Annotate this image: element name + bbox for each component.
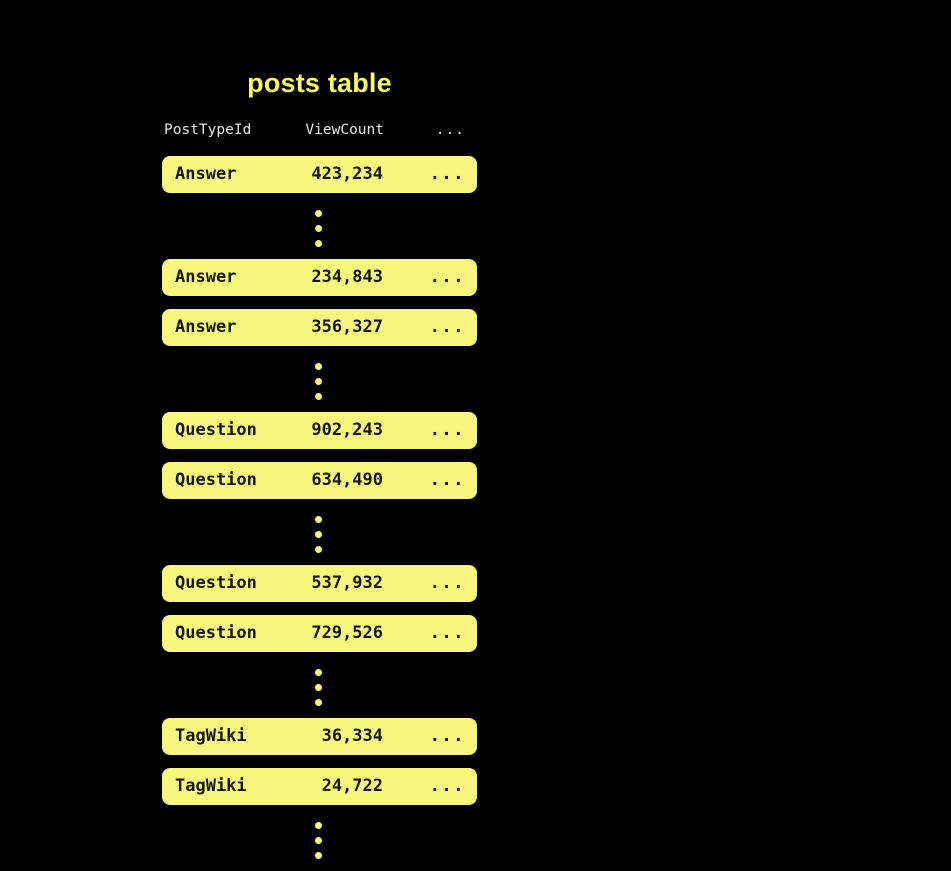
- ellipsis-dot: [315, 546, 322, 553]
- ellipsis-dot: [315, 393, 322, 400]
- table-row[interactable]: Question 634,490...: [162, 462, 477, 499]
- ellipsis-dot: [315, 699, 322, 706]
- ellipsis-dot: [315, 669, 322, 676]
- cell-posttypeid: Question: [175, 420, 257, 440]
- cell-posttypeid: Answer: [175, 164, 237, 184]
- cell-viewcount: 234,843: [311, 267, 383, 287]
- cell-posttypeid: Question: [175, 573, 257, 593]
- ellipsis-dot: [315, 363, 322, 370]
- cell-viewcount: 423,234: [311, 164, 383, 184]
- cell-posttypeid: Answer: [175, 267, 237, 287]
- page-title: posts table: [247, 68, 392, 98]
- vertical-ellipsis-icon: [162, 206, 477, 247]
- column-header-posttypeid: PostTypeId: [164, 122, 252, 138]
- cell-more-ellipsis: ...: [429, 573, 465, 593]
- ellipsis-dot: [315, 822, 322, 829]
- vertical-ellipsis-icon: [162, 359, 477, 400]
- diagram-canvas: posts table PostTypeId ViewCount ... Ans…: [162, 68, 477, 859]
- ellipsis-dot: [315, 531, 322, 538]
- ellipsis-dot: [315, 516, 322, 523]
- cell-viewcount: 634,490: [311, 470, 383, 490]
- ellipsis-dot: [315, 684, 322, 691]
- ellipsis-dot: [315, 240, 322, 247]
- table-row[interactable]: Question 537,932...: [162, 565, 477, 602]
- table-body: Answer 423,234... Answer 234,843... Answer 35…: [162, 156, 477, 871]
- cell-more-ellipsis: ...: [429, 317, 465, 337]
- cell-posttypeid: Answer: [175, 317, 237, 337]
- table-row[interactable]: Question 729,526...: [162, 615, 477, 652]
- column-header-viewcount: ViewCount: [305, 122, 384, 138]
- table-row[interactable]: Answer 356,327...: [162, 309, 477, 346]
- cell-viewcount: 24,722: [321, 776, 383, 796]
- cell-posttypeid: Question: [175, 470, 257, 490]
- cell-more-ellipsis: ...: [429, 623, 465, 643]
- cell-more-ellipsis: ...: [429, 470, 465, 490]
- ellipsis-dot: [315, 837, 322, 844]
- cell-more-ellipsis: ...: [429, 776, 465, 796]
- cell-more-ellipsis: ...: [429, 420, 465, 440]
- cell-viewcount: 537,932: [311, 573, 383, 593]
- cell-viewcount: 729,526: [311, 623, 383, 643]
- ellipsis-dot: [315, 225, 322, 232]
- cell-more-ellipsis: ...: [429, 164, 465, 184]
- column-header-more-ellipsis: ...: [435, 122, 465, 138]
- table-row[interactable]: Answer 423,234...: [162, 156, 477, 193]
- cell-more-ellipsis: ...: [429, 726, 465, 746]
- vertical-ellipsis-icon: [162, 512, 477, 553]
- cell-posttypeid: TagWiki: [175, 726, 247, 746]
- vertical-ellipsis-icon: [162, 818, 477, 859]
- vertical-ellipsis-icon: [162, 665, 477, 706]
- cell-viewcount: 356,327: [311, 317, 383, 337]
- cell-more-ellipsis: ...: [429, 267, 465, 287]
- ellipsis-dot: [315, 210, 322, 217]
- table-row[interactable]: Answer 234,843...: [162, 259, 477, 296]
- table-row[interactable]: Question 902,243...: [162, 412, 477, 449]
- table-row[interactable]: TagWiki 24,722...: [162, 768, 477, 805]
- table-row[interactable]: TagWiki 36,334...: [162, 718, 477, 755]
- ellipsis-dot: [315, 378, 322, 385]
- table-column-header: PostTypeId ViewCount ...: [162, 120, 477, 140]
- cell-posttypeid: Question: [175, 623, 257, 643]
- cell-posttypeid: TagWiki: [175, 776, 247, 796]
- cell-viewcount: 36,334: [321, 726, 383, 746]
- ellipsis-dot: [315, 852, 322, 859]
- cell-viewcount: 902,243: [311, 420, 383, 440]
